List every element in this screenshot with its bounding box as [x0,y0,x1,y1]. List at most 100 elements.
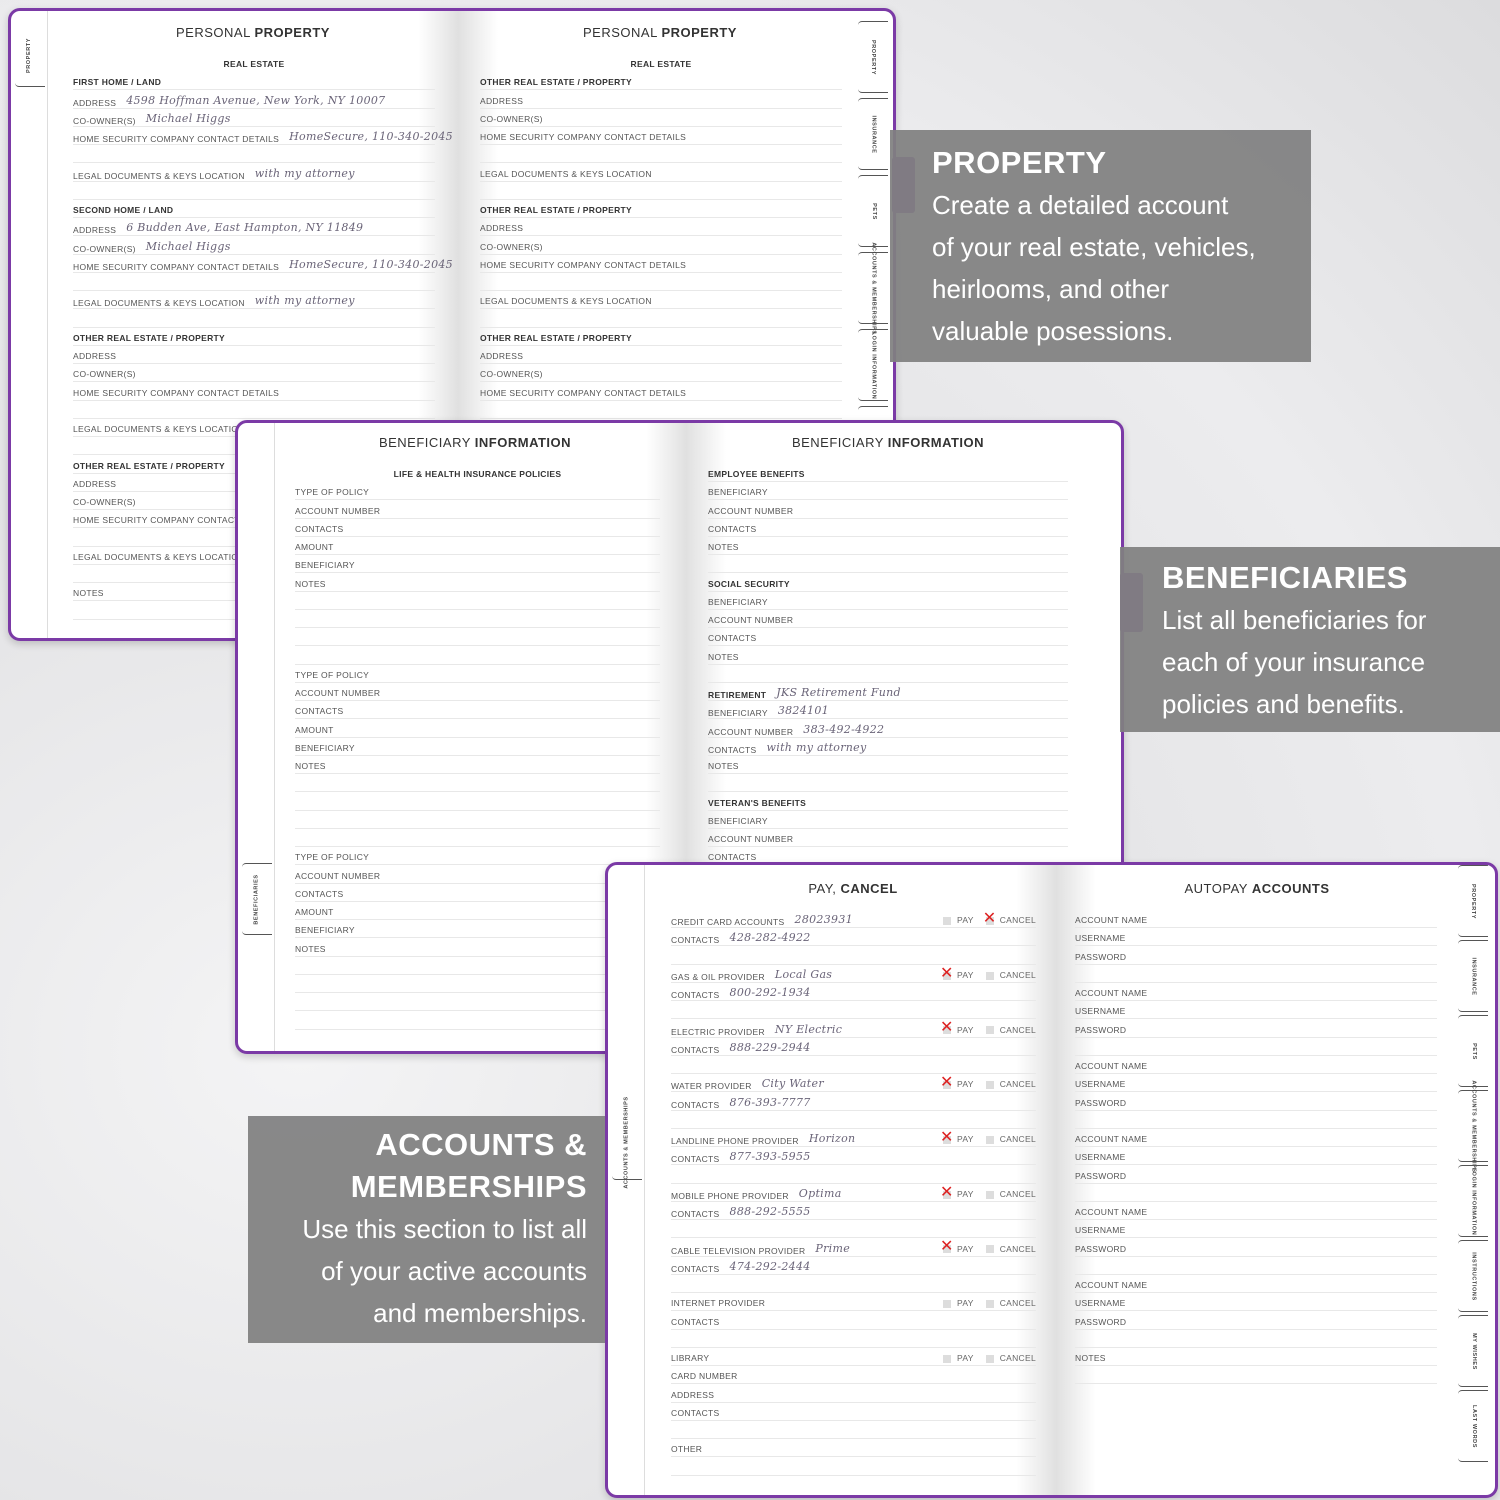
pay-checkbox[interactable] [940,1182,954,1202]
cancel-checkbox[interactable] [985,1245,994,1254]
cancel-checkbox[interactable] [985,1354,994,1363]
cancel-option[interactable]: CANCEL [983,908,1036,928]
blank-line [671,1001,1036,1020]
tab-beneficiaries[interactable]: BENEFICIARIES [242,863,272,935]
form-field-row: ACCOUNT NAME [1075,1202,1437,1220]
cancel-option[interactable]: CANCEL [985,1353,1036,1363]
handwritten-value[interactable]: Horizon [808,1132,856,1145]
pay-checkbox[interactable] [940,963,954,983]
pay-checkbox[interactable] [943,916,952,925]
cancel-option[interactable]: CANCEL [985,970,1036,980]
pay-option[interactable]: PAY [940,1127,974,1147]
handwritten-value[interactable]: HomeSecure, 110-340-2045 [289,257,453,271]
field-label: NOTES [708,542,739,552]
pay-option[interactable]: PAY [940,1072,974,1092]
form-field-row: ADDRESS [671,1385,1036,1403]
field-label: LANDLINE PHONE PROVIDER [671,1136,799,1146]
cancel-label: CANCEL [999,1024,1036,1035]
cancel-checkbox[interactable] [985,1300,994,1308]
pay-checkbox[interactable] [940,1127,954,1147]
pay-option[interactable]: PAY [940,1182,974,1202]
field-label: CO-OWNER(S) [73,497,136,507]
field-label: LEGAL DOCUMENTS & KEYS LOCATION [73,551,245,562]
handwritten-value[interactable]: 3824101 [777,704,829,718]
handwritten-value[interactable]: with my attorney [254,294,355,308]
section-tab-login-information[interactable]: LOGIN INFORMATION [1458,1165,1488,1237]
pay-checkbox[interactable] [940,1017,954,1037]
blank-line [73,182,435,200]
pay-option[interactable]: PAY [943,915,974,925]
handwritten-value[interactable]: NY Electric [774,1022,843,1036]
form-field-row: ADDRESS 4598 Hoffman Avenue, New York, NY… [73,91,435,109]
cancel-checkbox[interactable] [985,971,994,980]
pay-option[interactable]: PAY [940,1017,974,1037]
handwritten-value[interactable]: 876-393-7777 [729,1095,811,1109]
handwritten-value[interactable]: Optima [798,1186,842,1200]
form-field-row: USERNAME [1075,928,1437,947]
pay-label: PAY [957,969,974,980]
cancel-label: CANCEL [999,1079,1036,1090]
tab-property-left[interactable]: PROPERTY [15,25,45,87]
section-tab-pets[interactable]: PETS [858,175,888,247]
cancel-checkbox[interactable] [983,908,997,928]
pay-checkbox[interactable] [943,1300,952,1308]
cancel-checkbox[interactable] [985,1135,994,1144]
section-tab-property[interactable]: PROPERTY [858,21,888,93]
form-field-row: CONTACTS 876-393-7777 [671,1093,1036,1111]
pay-checkbox[interactable] [940,1072,954,1092]
cancel-checkbox[interactable] [985,1081,994,1089]
handwritten-value[interactable]: 383-492-4922 [803,722,885,736]
blank-line [1075,1038,1437,1056]
section-tab-accounts-memberships[interactable]: ACCOUNTS & MEMBERSHIPS [858,242,888,334]
cancel-option[interactable]: CANCEL [985,1244,1036,1254]
section-tab-login-information[interactable]: LOGIN INFORMATION [858,329,888,401]
section-tab-insurance[interactable]: INSURANCE [1458,940,1488,1012]
cancel-option[interactable]: CANCEL [985,1134,1036,1144]
section-tab-last-words[interactable]: LAST WORDS [1458,1390,1488,1462]
handwritten-value[interactable]: 28023931 [794,913,853,926]
handwritten-value[interactable]: 877-393-5955 [729,1150,811,1164]
handwritten-value[interactable]: 6 Budden Ave, East Hampton, NY 11849 [126,221,364,235]
pay-checkbox[interactable] [943,1354,952,1363]
section-tab-instructions[interactable]: INSTRUCTIONS [1458,1240,1488,1312]
handwritten-value[interactable]: Local Gas [774,967,833,981]
section-tab-my-wishes[interactable]: MY WISHES [1458,1315,1488,1387]
handwritten-value[interactable]: with my attorney [254,166,355,180]
cancel-option[interactable]: CANCEL [985,1298,1036,1308]
pay-checkbox[interactable] [940,1236,954,1256]
section-tab-accounts-memberships[interactable]: ACCOUNTS & MEMBERSHIPS [1458,1080,1488,1172]
group-heading: OTHER REAL ESTATE / PROPERTY [73,328,435,346]
handwritten-value[interactable]: with my attorney [766,740,867,754]
pay-option[interactable]: PAY [940,1236,974,1256]
section-tab-insurance[interactable]: INSURANCE [858,98,888,170]
handwritten-value[interactable]: City Water [761,1077,824,1091]
handwritten-value[interactable]: 474-292-2444 [729,1259,811,1273]
handwritten-value[interactable]: 888-292-5555 [729,1205,811,1218]
cancel-checkbox[interactable] [985,1190,994,1199]
handwritten-value[interactable]: Michael Higgs [145,239,231,253]
tab-accounts-memberships-left[interactable]: ACCOUNTS & MEMBERSHIPS [612,1096,642,1188]
handwritten-value[interactable]: Prime [815,1241,851,1255]
section-tab-property[interactable]: PROPERTY [1458,865,1488,937]
section-tab-pets[interactable]: PETS [1458,1015,1488,1087]
cancel-checkbox[interactable] [985,1026,994,1035]
pay-option[interactable]: PAY [943,1353,974,1363]
pay-label: PAY [957,1134,974,1144]
cancel-option[interactable]: CANCEL [985,1024,1036,1035]
handwritten-value[interactable]: 888-229-2944 [729,1040,811,1054]
handwritten-value[interactable]: 428-282-4922 [729,931,811,945]
form-field-row: ADDRESS [480,218,842,237]
handwritten-value[interactable]: Michael Higgs [145,111,231,125]
form-field-row: NOTES [1075,1348,1437,1366]
cancel-option[interactable]: CANCEL [985,1189,1036,1199]
field-label: USERNAME [1075,1298,1126,1309]
blank-line [295,647,660,665]
callout-line: each of your insurance [1162,647,1426,677]
handwritten-value[interactable]: 4598 Hoffman Avenue, New York, NY 10007 [126,93,386,107]
pay-option[interactable]: PAY [943,1298,974,1308]
form-field-row: PASSWORD [1075,1020,1437,1038]
pay-option[interactable]: PAY [940,963,974,983]
handwritten-value[interactable]: 800-292-1934 [729,986,811,999]
cancel-option[interactable]: CANCEL [985,1079,1036,1090]
handwritten-value[interactable]: HomeSecure, 110-340-2045 [289,130,453,143]
